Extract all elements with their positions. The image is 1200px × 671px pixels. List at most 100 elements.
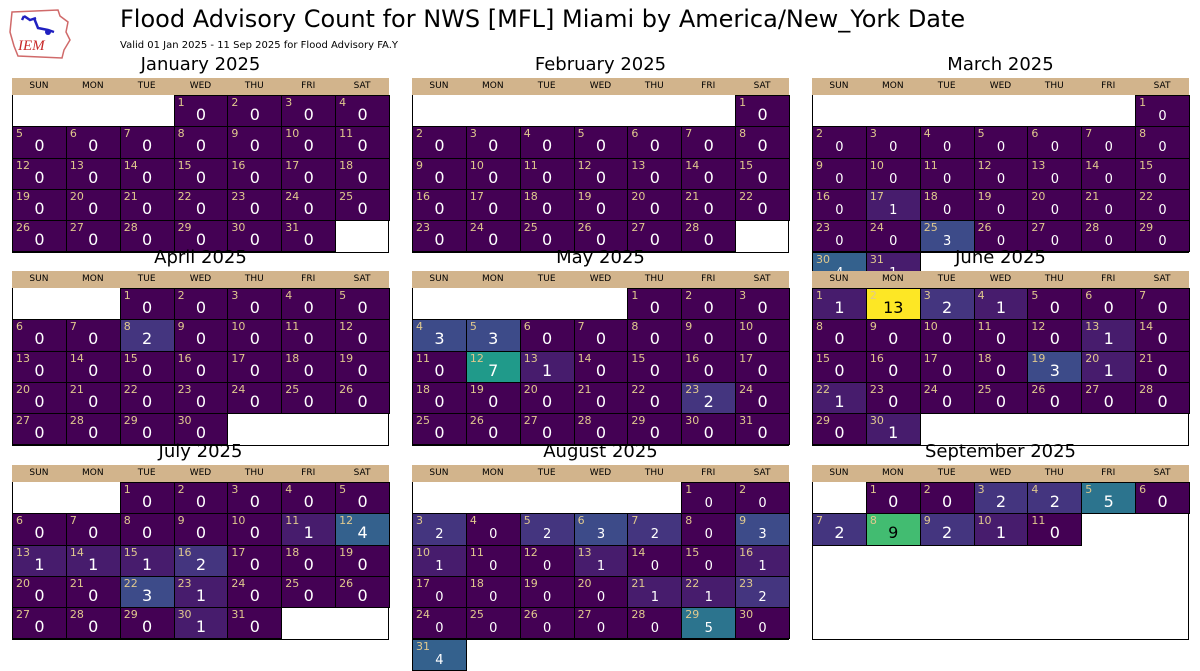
advisory-count: 0 (434, 423, 445, 443)
advisory-count: 0 (249, 230, 260, 250)
day-number: 3 (469, 127, 477, 141)
advisory-count: 0 (703, 136, 714, 156)
advisory-count: 0 (757, 423, 768, 443)
weekday-header: THU (627, 78, 682, 95)
month-title: April 2025 (154, 247, 247, 268)
day-cell: 16 0 (173, 350, 229, 383)
day-cell: 13 1 (519, 350, 575, 383)
day-cell: 17 0 (281, 157, 337, 190)
day-number: 5 (1031, 289, 1039, 302)
day-number: 5 (339, 289, 347, 302)
weekday-header: WED (973, 271, 1028, 288)
day-number: 1 (869, 483, 877, 496)
advisory-count: 0 (888, 360, 899, 380)
day-number: 24 (231, 382, 246, 396)
day-number: 14 (1139, 320, 1154, 334)
day-cell: 23 1 (173, 575, 229, 609)
advisory-count: 2 (142, 329, 153, 349)
day-number: 15 (739, 158, 754, 172)
day-cell: 24 0 (735, 381, 790, 415)
day-number: 17 (231, 545, 246, 559)
day-cell: 27 0 (519, 413, 575, 446)
day-number: 27 (577, 608, 592, 622)
advisory-count: 2 (703, 391, 714, 411)
advisory-count: 0 (34, 617, 45, 637)
day-number: 13 (1031, 158, 1046, 172)
day-number: 17 (416, 576, 430, 590)
month-title: January 2025 (140, 54, 261, 75)
day-number: 5 (977, 127, 985, 141)
day-cell: 26 0 (973, 220, 1029, 253)
day-number: 9 (177, 514, 185, 528)
day-cell: 28 0 (627, 607, 683, 640)
day-number: 20 (577, 576, 592, 590)
day-cell: 29 0 (119, 413, 175, 446)
advisory-count: 0 (595, 391, 607, 411)
day-cell: 13 1 (1081, 319, 1137, 352)
advisory-count: 3 (942, 234, 952, 250)
advisory-count: 2 (650, 527, 659, 543)
day-cell: 26 0 (335, 381, 390, 415)
day-cell: 22 0 (627, 381, 683, 415)
day-number: 15 (816, 351, 830, 365)
day-number: 6 (1031, 127, 1039, 141)
day-number: 29 (816, 414, 830, 428)
day-cell: 18 0 (919, 188, 975, 222)
day-number: 21 (69, 382, 84, 396)
advisory-count: 0 (996, 140, 1006, 156)
day-number: 27 (1031, 221, 1046, 235)
day-cell: 15 0 (735, 157, 790, 190)
advisory-count: 0 (835, 171, 844, 187)
advisory-count: 0 (434, 360, 445, 380)
day-number: 12 (1031, 320, 1046, 334)
advisory-count: 0 (542, 589, 552, 605)
advisory-count: 1 (889, 202, 898, 218)
advisory-count: 0 (995, 329, 1007, 349)
day-cell: 26 0 (1027, 381, 1083, 415)
day-number: 4 (416, 320, 423, 334)
advisory-count: 0 (195, 523, 207, 543)
month-title: June 2025 (955, 247, 1046, 268)
day-number: 7 (816, 514, 823, 528)
day-number: 8 (1139, 127, 1147, 141)
day-number: 23 (816, 221, 830, 235)
day-number: 10 (739, 320, 754, 334)
day-number: 9 (685, 320, 693, 334)
weekday-header: FRI (281, 465, 336, 482)
advisory-count: 0 (434, 391, 445, 411)
advisory-count: 0 (1157, 329, 1168, 349)
day-cell: 24 0 (465, 220, 521, 253)
day-number: 28 (577, 414, 592, 428)
day-cell: 11 0 (281, 319, 337, 352)
day-number: 9 (869, 320, 877, 334)
day-cell: 23 0 (227, 188, 283, 222)
advisory-count: 0 (942, 202, 952, 218)
advisory-count: 0 (650, 558, 659, 574)
day-number: 30 (816, 252, 830, 266)
advisory-count: 0 (1049, 523, 1060, 543)
weekday-header: SAT (1135, 465, 1189, 482)
day-number: 16 (177, 351, 192, 365)
day-cell: 11 0 (519, 157, 575, 190)
day-number: 12 (339, 514, 354, 528)
advisory-count: 0 (357, 554, 368, 574)
day-number: 26 (16, 221, 30, 235)
day-cell: 23 0 (412, 220, 467, 253)
day-number: 17 (869, 189, 884, 203)
advisory-count: 1 (704, 589, 713, 605)
day-number: 26 (977, 221, 992, 235)
advisory-count: 0 (195, 198, 207, 218)
day-cell: 10 0 (281, 126, 337, 159)
advisory-count: 2 (995, 492, 1007, 511)
